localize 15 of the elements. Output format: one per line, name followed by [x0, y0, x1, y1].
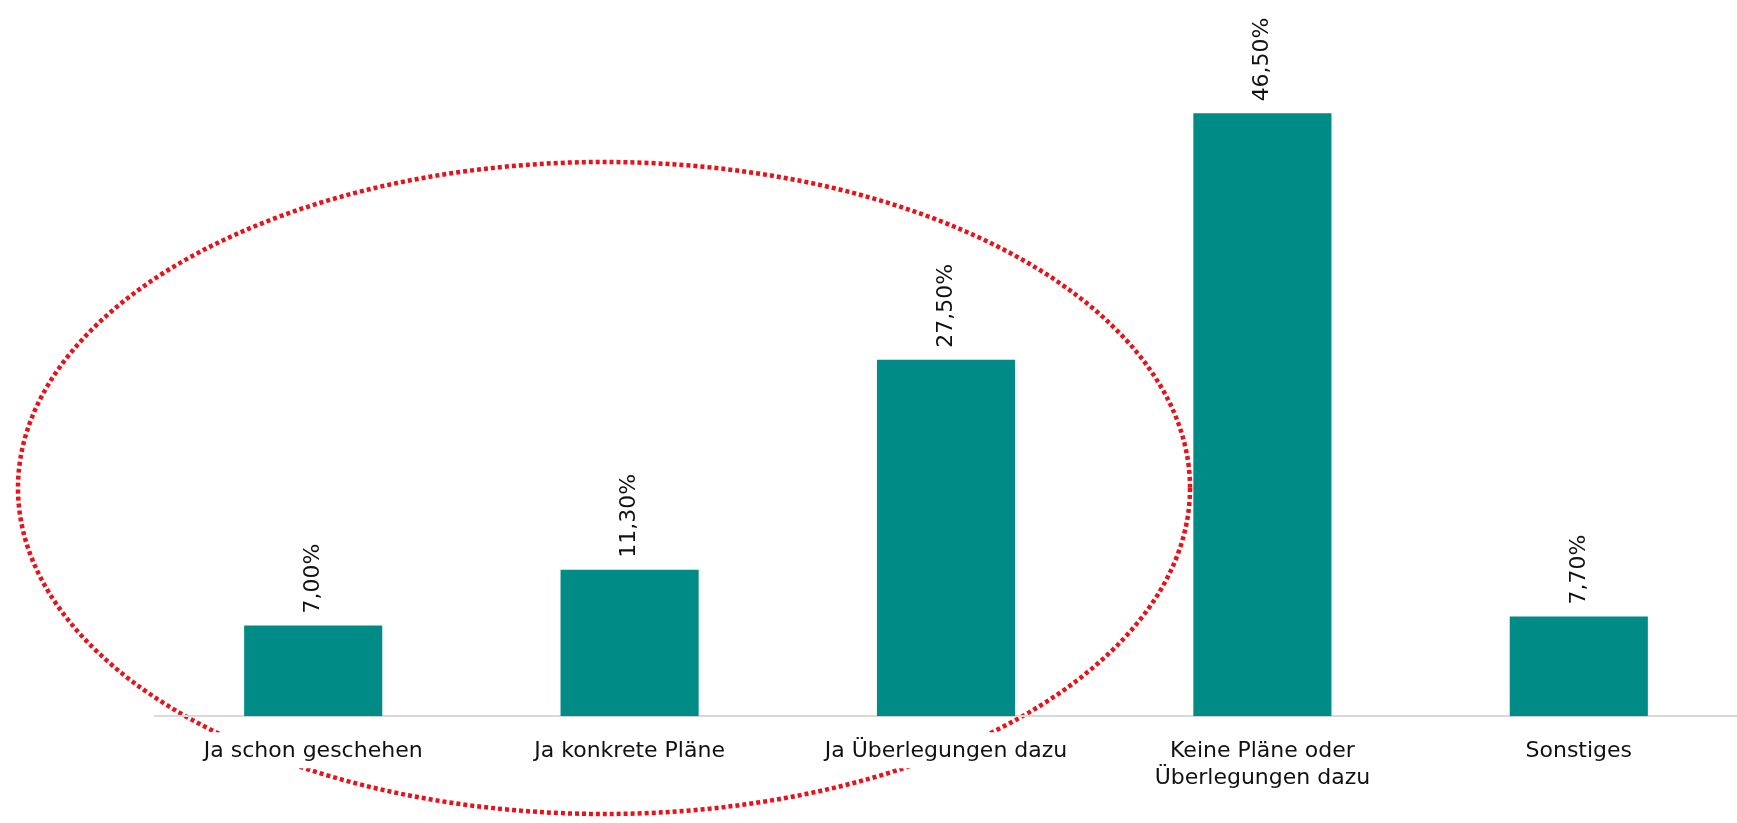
bar	[876, 359, 1016, 717]
bar	[560, 569, 699, 717]
data-label: 7,70%	[1564, 534, 1590, 605]
x-tick-label: Ja schon geschehen	[201, 737, 423, 763]
data-label: 7,00%	[298, 543, 324, 614]
bar	[1193, 113, 1332, 717]
data-label: 27,50%	[931, 263, 957, 348]
bar	[244, 625, 383, 717]
x-tick-label: Ja Überlegungen dazu	[822, 737, 1068, 763]
data-label: 46,50%	[1248, 17, 1274, 102]
data-label: 11,30%	[615, 473, 641, 558]
x-tick-label: Keine Pläne oder Überlegungen dazu	[1154, 737, 1371, 789]
x-tick-label: Sonstiges	[1525, 737, 1633, 763]
x-tick-label: Ja konkrete Pläne	[532, 737, 725, 763]
bar	[1509, 616, 1648, 717]
